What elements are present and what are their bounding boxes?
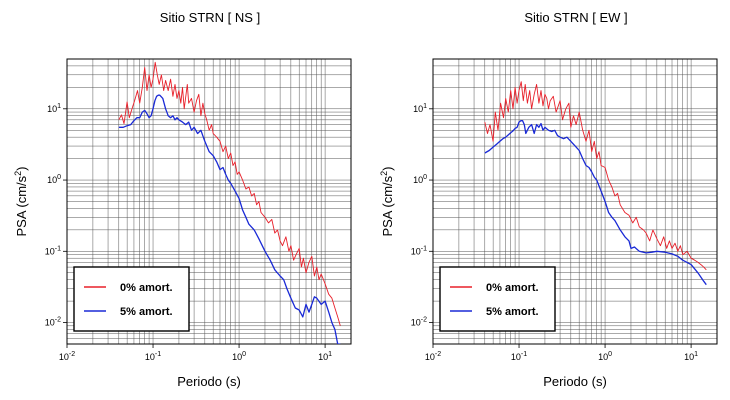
y-tick-label: 10-2 bbox=[45, 317, 61, 328]
x-tick-label: 101 bbox=[318, 351, 332, 362]
y-tick-label: 10-1 bbox=[45, 245, 61, 256]
legend: 0% amort. 5% amort. bbox=[439, 266, 556, 332]
legend-label: 0% amort. bbox=[486, 282, 539, 294]
series-line-damped bbox=[118, 94, 341, 344]
chart-title: Sitio STRN [ NS ] bbox=[160, 10, 260, 25]
legend-label: 5% amort. bbox=[486, 306, 539, 318]
y-tick-label: 10-1 bbox=[411, 245, 427, 256]
legend-box bbox=[439, 266, 556, 332]
x-tick-label: 100 bbox=[232, 351, 246, 362]
series-line-damped bbox=[484, 120, 707, 286]
x-axis-label: Periodo (s) bbox=[177, 374, 241, 389]
chart-title: Sitio STRN [ EW ] bbox=[524, 10, 627, 25]
y-tick-label: 101 bbox=[413, 103, 427, 114]
chart-panel-0: Sitio STRN [ NS ] 10-2 10-1 100 101 10-2 10-1 1… bbox=[13, 10, 352, 389]
x-tick-label: 10-1 bbox=[511, 351, 527, 362]
series-group bbox=[118, 61, 341, 344]
y-tick-label: 10-2 bbox=[411, 317, 427, 328]
plot-frame bbox=[66, 58, 352, 345]
y-tick-label: 100 bbox=[413, 174, 427, 185]
x-tick-label: 10-2 bbox=[59, 351, 75, 362]
plot-frame bbox=[432, 58, 718, 345]
series-line-undamped bbox=[118, 61, 341, 326]
series-line-undamped bbox=[484, 81, 707, 271]
x-tick-label: 100 bbox=[598, 351, 612, 362]
y-tick-label: 101 bbox=[47, 103, 61, 114]
x-tick-label: 101 bbox=[684, 351, 698, 362]
y-tick-label: 100 bbox=[47, 174, 61, 185]
x-tick-label: 10-1 bbox=[145, 351, 161, 362]
legend: 0% amort. 5% amort. bbox=[73, 266, 190, 332]
x-axis-label: Periodo (s) bbox=[543, 374, 607, 389]
legend-label: 5% amort. bbox=[120, 306, 173, 318]
chart-panel-1: Sitio STRN [ EW ] 10-2 10-1 100 101 10-2 10-1 1… bbox=[379, 10, 718, 389]
series-group bbox=[484, 81, 707, 286]
legend-label: 0% amort. bbox=[120, 282, 173, 294]
y-axis-label: PSA (cm/s2) bbox=[13, 166, 29, 236]
legend-box bbox=[73, 266, 190, 332]
x-tick-label: 10-2 bbox=[425, 351, 441, 362]
y-axis-label: PSA (cm/s2) bbox=[379, 166, 395, 236]
